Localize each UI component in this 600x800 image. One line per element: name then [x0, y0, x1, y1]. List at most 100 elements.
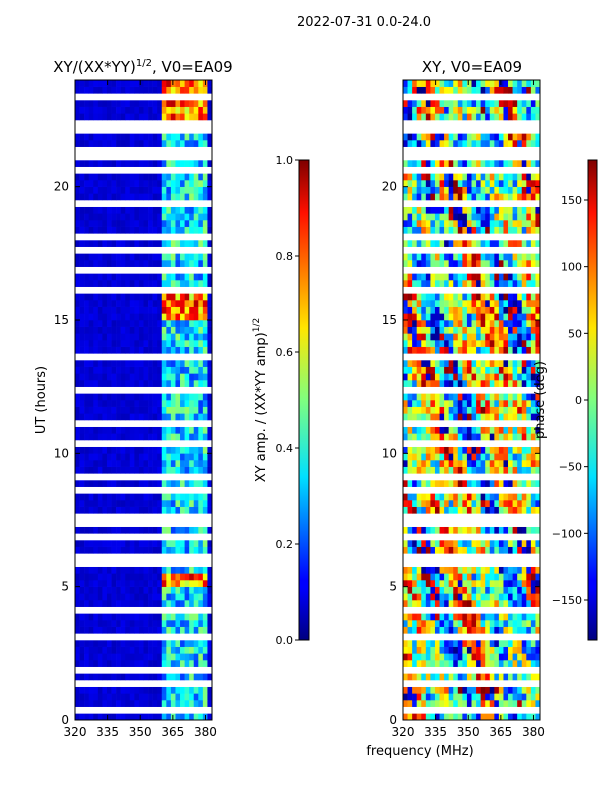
phase-cell — [476, 340, 481, 347]
phase-cell — [430, 113, 436, 121]
amp-cell — [180, 540, 185, 547]
phase-cell — [407, 253, 413, 261]
phase-cell — [448, 653, 454, 661]
amp-cell — [120, 380, 126, 387]
phase-cell — [471, 600, 477, 607]
amp-cell — [148, 480, 153, 487]
phase-cell — [498, 693, 504, 701]
phase-cell — [480, 226, 486, 234]
phase-cell — [517, 280, 523, 287]
amp-cell — [97, 566, 103, 574]
phase-cell — [421, 173, 427, 181]
phase-cell — [530, 566, 536, 574]
phase-cell — [412, 653, 417, 661]
amp-cell — [193, 186, 199, 194]
phase-cell — [480, 193, 486, 201]
phase-cell — [489, 273, 495, 281]
phase-cell — [448, 173, 454, 181]
amp-cell — [84, 433, 89, 441]
phase-cell — [476, 620, 481, 627]
amp-cell — [88, 280, 94, 287]
phase-cell — [444, 273, 449, 281]
amp-cell — [157, 453, 163, 461]
phase-cell — [535, 226, 541, 234]
phase-cell — [512, 213, 518, 221]
amp-cell — [88, 193, 94, 201]
amp-cell — [198, 180, 204, 187]
amp-cell — [170, 106, 176, 114]
phase-cell — [508, 446, 513, 454]
amp-cell — [116, 446, 121, 454]
phase-cell — [453, 413, 459, 421]
amp-cell — [125, 540, 131, 547]
phase-cell — [521, 566, 527, 574]
amp-cell — [125, 280, 131, 287]
amp-cell — [79, 80, 85, 87]
amp-cell — [106, 413, 112, 421]
amp-cell — [161, 180, 167, 187]
phase-cell — [430, 326, 436, 334]
amp-cell — [84, 333, 89, 341]
phase-cell — [421, 326, 427, 334]
phase-cell — [466, 480, 472, 487]
amp-cell — [207, 686, 213, 694]
phase-cell — [471, 526, 477, 534]
amp-cell — [152, 400, 158, 407]
phase-cell — [476, 693, 481, 701]
phase-cell — [521, 500, 527, 507]
amp-cell — [157, 273, 163, 281]
phase-cell — [512, 346, 518, 354]
phase-cell — [448, 326, 454, 334]
phase-cell — [453, 566, 459, 574]
amp-cell — [138, 226, 144, 234]
amp-cell — [152, 493, 158, 501]
phase-cell — [421, 373, 427, 381]
amp-gap-row — [75, 560, 212, 567]
amp-cell — [148, 640, 153, 647]
amp-cell — [88, 613, 94, 621]
amp-cell — [84, 540, 89, 547]
amp-cell — [134, 393, 140, 401]
phase-cell — [403, 360, 408, 367]
amp-cell — [148, 413, 153, 421]
amp-cell — [116, 380, 121, 387]
phase-cell — [530, 100, 536, 107]
phase-cell — [462, 400, 468, 407]
phase-cell — [434, 640, 440, 647]
phase-cell — [412, 600, 417, 607]
phase-cell — [448, 713, 454, 721]
amp-cell — [79, 160, 85, 167]
amp-cell — [175, 580, 181, 587]
amp-cell — [97, 586, 103, 594]
amp-cell — [106, 466, 112, 474]
amp-cell — [157, 646, 163, 654]
amp-cell — [97, 460, 103, 467]
phase-cell — [462, 186, 468, 194]
amp-cell — [106, 593, 112, 601]
phase-cell — [471, 586, 477, 594]
amp-cell — [180, 586, 185, 594]
phase-cell — [485, 586, 491, 594]
phase-cell — [494, 646, 500, 654]
amp-cell — [157, 406, 163, 414]
phase-cell — [517, 80, 523, 87]
amp-cell — [202, 360, 208, 367]
amp-cell — [193, 600, 199, 607]
phase-cell — [453, 446, 459, 454]
phase-cell — [521, 220, 527, 227]
phase-cell — [416, 253, 422, 261]
phase-cell — [503, 580, 509, 587]
amp-cell — [166, 360, 172, 367]
amp-cell — [180, 253, 185, 261]
amp-gap-row — [75, 266, 212, 274]
phase-cell — [434, 400, 440, 407]
amp-cell — [180, 593, 185, 601]
phase-cell — [476, 226, 481, 234]
amp-cell — [97, 80, 103, 87]
phase-cell — [444, 340, 449, 347]
amp-cell — [138, 586, 144, 594]
phase-cell — [498, 566, 504, 574]
amp-cell — [157, 213, 163, 221]
phase-cell — [425, 273, 431, 281]
amp-cell — [143, 393, 149, 401]
